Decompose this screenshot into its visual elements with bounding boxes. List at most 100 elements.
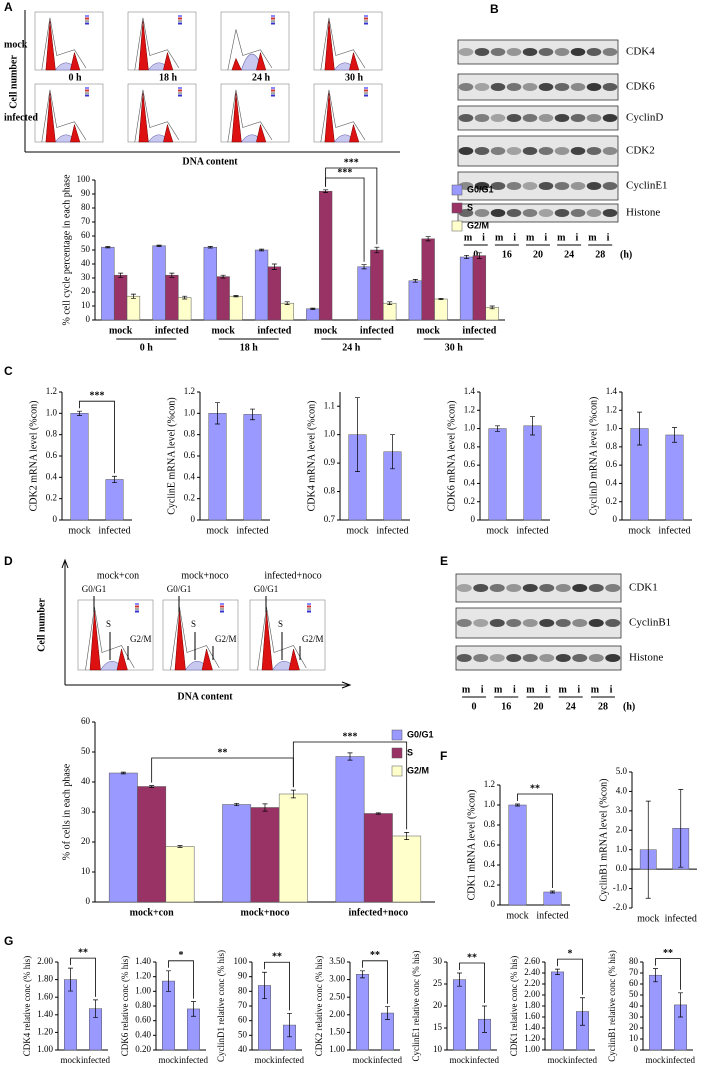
group-label: 0 h [140, 342, 154, 353]
group-label: 24 h [342, 342, 361, 353]
time-label: 20 [533, 249, 543, 260]
y-tick-label: 10 [81, 300, 91, 310]
x-tick-label: mock+noco [240, 907, 289, 918]
flow-outline [227, 89, 273, 143]
flow-key [85, 15, 89, 17]
flow-key [271, 17, 275, 20]
significance-bracket [325, 167, 378, 245]
error-bar [555, 968, 560, 975]
x-tick-label: mock [548, 1055, 568, 1065]
blot-band [538, 147, 554, 155]
x-tick-label: mock [109, 325, 133, 336]
axis-label: DNA content [177, 691, 233, 702]
lane-label: m [558, 684, 567, 695]
flow-g2-peak [288, 648, 300, 671]
y-axis-label: CyclinD1 relative conc (% his) [216, 950, 226, 1062]
bar [280, 302, 294, 321]
y-tick-label: 70 [81, 216, 91, 226]
blot-band [588, 584, 604, 592]
y-tick-label: 20 [81, 836, 91, 846]
y-tick-label: 1.40 [135, 956, 151, 966]
panel-letter: F [440, 749, 447, 763]
y-tick-label: 1.2 [606, 404, 617, 414]
blot-band [570, 182, 586, 190]
axis-label: DNA content [182, 156, 238, 167]
flow-arrow-head [341, 681, 352, 689]
error-bar [530, 416, 535, 436]
y-tick-label: 2.00 [524, 989, 540, 999]
blot-band [570, 209, 586, 217]
significance-label: *** [90, 390, 105, 401]
blot-band [506, 654, 522, 662]
time-label: 18 h [159, 72, 178, 83]
lane-label: i [482, 232, 485, 243]
y-tick-label: 0.8 [184, 429, 196, 439]
y-axis-label: CyclinE mRNA level (%con) [166, 397, 177, 514]
flow-key [271, 15, 275, 17]
y-tick-label: -1.0 [613, 883, 628, 893]
flow-g1-peak [231, 57, 242, 71]
error-bar [250, 408, 255, 421]
y-tick-label: 0 [191, 514, 196, 524]
significance-bracket [79, 400, 115, 474]
blot-band [554, 209, 570, 217]
lane-label: i [577, 684, 580, 695]
flow-key [364, 15, 368, 17]
legend-label: S [407, 747, 413, 757]
condition-label: mock+con [97, 570, 139, 581]
legend-label: G0/G1 [467, 184, 494, 194]
blot-band [458, 114, 474, 122]
y-tick-label: 0.9 [324, 457, 336, 467]
y-tick-label: 0.7 [324, 514, 336, 524]
y-tick-label: 2.0 [616, 824, 628, 834]
y-tick-label: 80 [238, 985, 248, 995]
error-bar [259, 248, 265, 252]
flow-key [178, 17, 182, 20]
panel-letter: D [4, 554, 13, 568]
x-tick-label: infected [179, 1055, 208, 1065]
y-tick-label: 50 [629, 989, 639, 999]
peak-label: G2/M [130, 634, 152, 644]
y-axis-label: CDK6 relative conc (% his) [120, 956, 130, 1056]
time-label: 24 [566, 701, 576, 712]
blot-band [522, 584, 538, 592]
flow-key [271, 92, 275, 94]
legend-swatch [451, 184, 463, 196]
blot-band [522, 83, 538, 91]
y-tick-label: 1.4 [464, 386, 476, 396]
y-axis-label: CDK4 relative conc (% his) [22, 956, 32, 1056]
y-tick-label: 70 [629, 967, 639, 977]
x-tick-label: mock [206, 525, 228, 536]
significance-label: ** [272, 952, 282, 963]
blot-band [554, 147, 570, 155]
y-axis-label: CyclinD mRNA level (%con) [588, 397, 599, 516]
x-tick-label: mock [646, 1055, 666, 1065]
y-axis-label: % of cells in each phase [61, 763, 72, 860]
flow-key [85, 87, 89, 89]
y-tick-label: 1.2 [464, 404, 475, 414]
blot-band [458, 83, 474, 91]
x-tick-label: mock [353, 1055, 373, 1065]
band-label: CDK6 [626, 81, 655, 93]
x-tick-label: mock [255, 1055, 275, 1065]
significance-bracket [459, 962, 485, 1003]
x-tick-label: mock [628, 525, 650, 536]
blot-band [538, 48, 554, 56]
y-tick-label: 1.4 [606, 386, 618, 396]
bar [216, 276, 230, 321]
flow-key [135, 603, 139, 605]
significance-label: ** [218, 747, 228, 758]
blot-band [539, 619, 555, 627]
y-tick-label: 0.6 [484, 839, 496, 849]
x-tick-label: mock [506, 910, 528, 921]
peak-label: G2/M [302, 634, 324, 644]
time-label: 0 [472, 701, 477, 712]
bar [254, 249, 269, 321]
error-bar [284, 301, 290, 305]
blot-band [554, 114, 570, 122]
y-tick-label: 0.4 [606, 477, 618, 487]
y-tick-label: 0 [491, 899, 496, 909]
flow-g2-peak [349, 51, 360, 71]
error-bar [262, 803, 268, 812]
x-tick-label: infected [665, 913, 697, 924]
